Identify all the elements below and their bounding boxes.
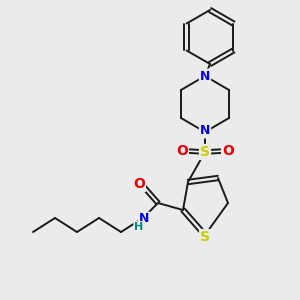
Text: O: O	[133, 177, 145, 191]
Text: S: S	[200, 230, 210, 244]
Text: S: S	[200, 145, 210, 159]
Text: N: N	[200, 124, 210, 137]
Text: N: N	[139, 212, 149, 226]
Text: O: O	[222, 144, 234, 158]
Text: H: H	[134, 222, 144, 232]
Text: N: N	[200, 70, 210, 83]
Text: O: O	[176, 144, 188, 158]
